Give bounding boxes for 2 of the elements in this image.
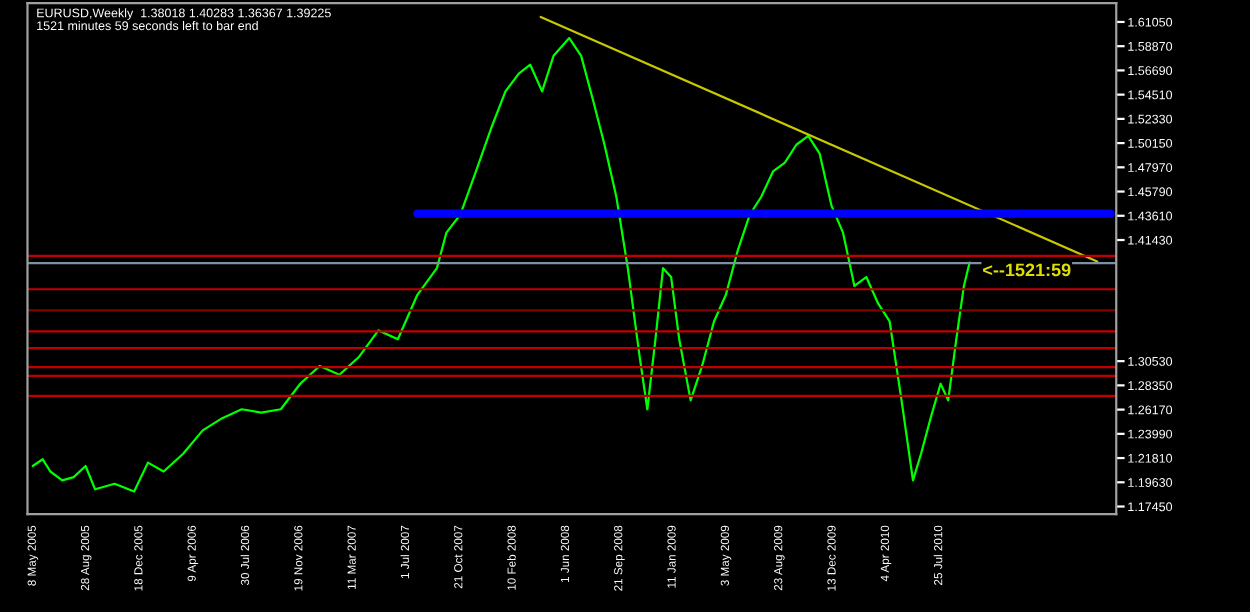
annotation: <--1521:59 [983,263,1071,277]
line-series [31,36,971,493]
